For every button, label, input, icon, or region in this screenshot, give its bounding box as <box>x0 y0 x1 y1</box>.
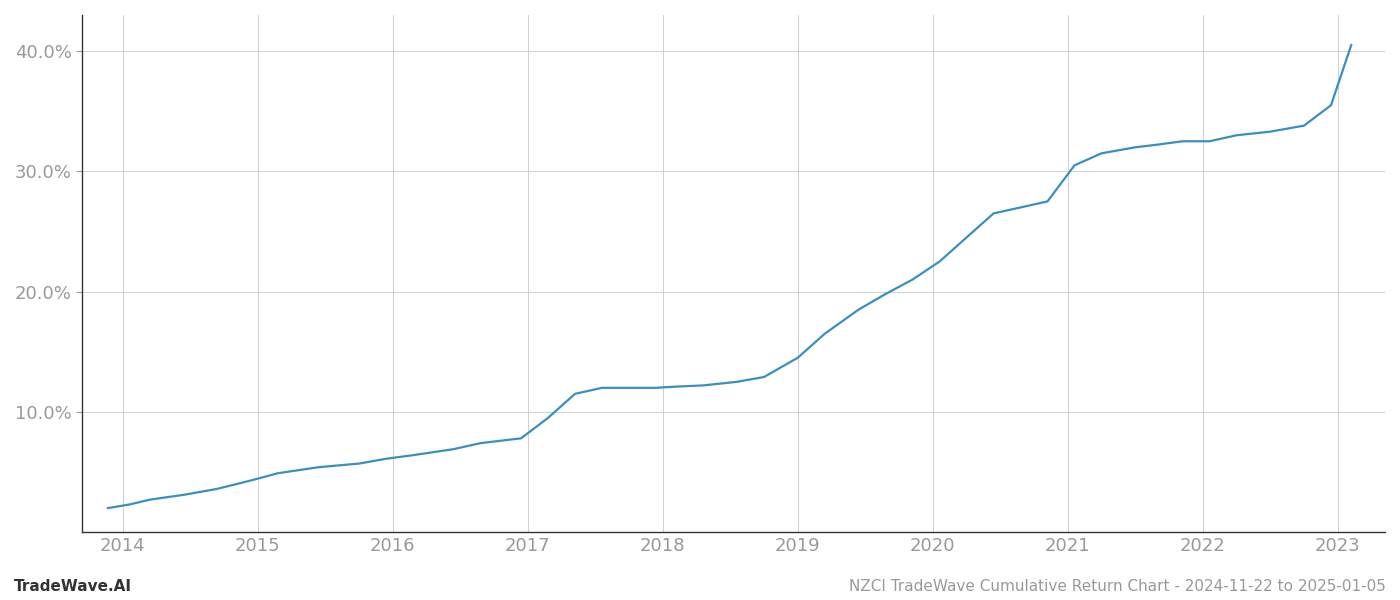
Text: NZCI TradeWave Cumulative Return Chart - 2024-11-22 to 2025-01-05: NZCI TradeWave Cumulative Return Chart -… <box>850 579 1386 594</box>
Text: TradeWave.AI: TradeWave.AI <box>14 579 132 594</box>
